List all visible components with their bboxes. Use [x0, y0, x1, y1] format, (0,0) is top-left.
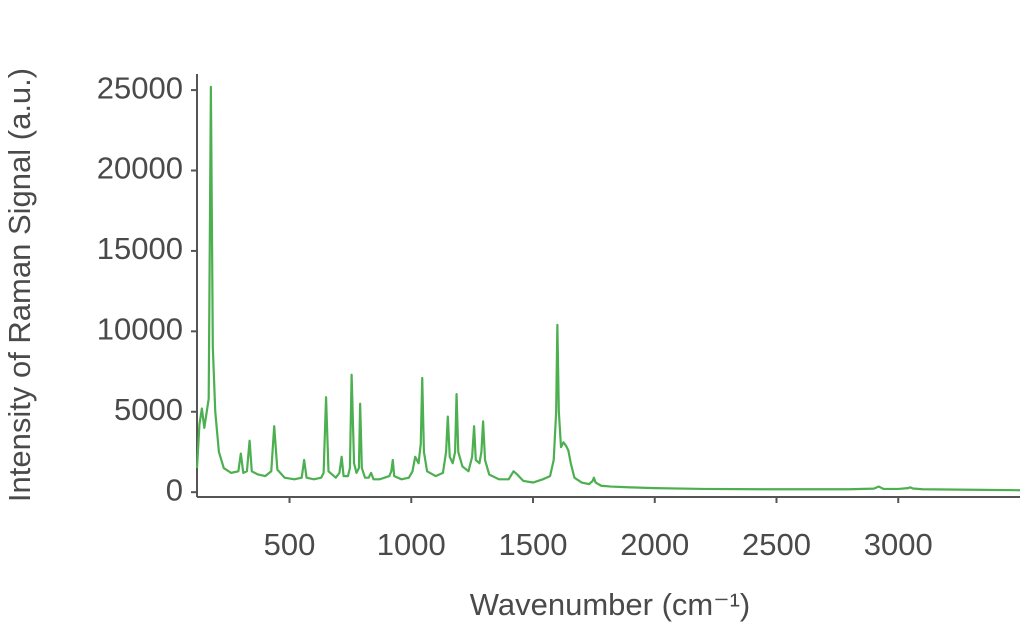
x-axis-label: Wavenumber (cm⁻¹) [470, 587, 750, 622]
x-tick-label: 2500 [742, 527, 811, 562]
x-tick-label: 500 [264, 527, 316, 562]
y-tick-label: 25000 [97, 70, 183, 105]
y-tick-label: 10000 [97, 312, 183, 347]
x-tick-label: 3000 [864, 527, 933, 562]
y-tick-label: 15000 [97, 231, 183, 266]
spectrum-line [195, 85, 1021, 492]
y-tick-label: 20000 [97, 151, 183, 186]
x-tick-label: 1000 [377, 527, 446, 562]
y-tick-label: 0 [166, 472, 183, 507]
y-axis-label: Intensity of Raman Signal (a.u.) [2, 68, 37, 502]
y-tick-label: 5000 [114, 392, 183, 427]
x-tick-label: 2000 [620, 527, 689, 562]
x-tick-label: 1500 [499, 527, 568, 562]
